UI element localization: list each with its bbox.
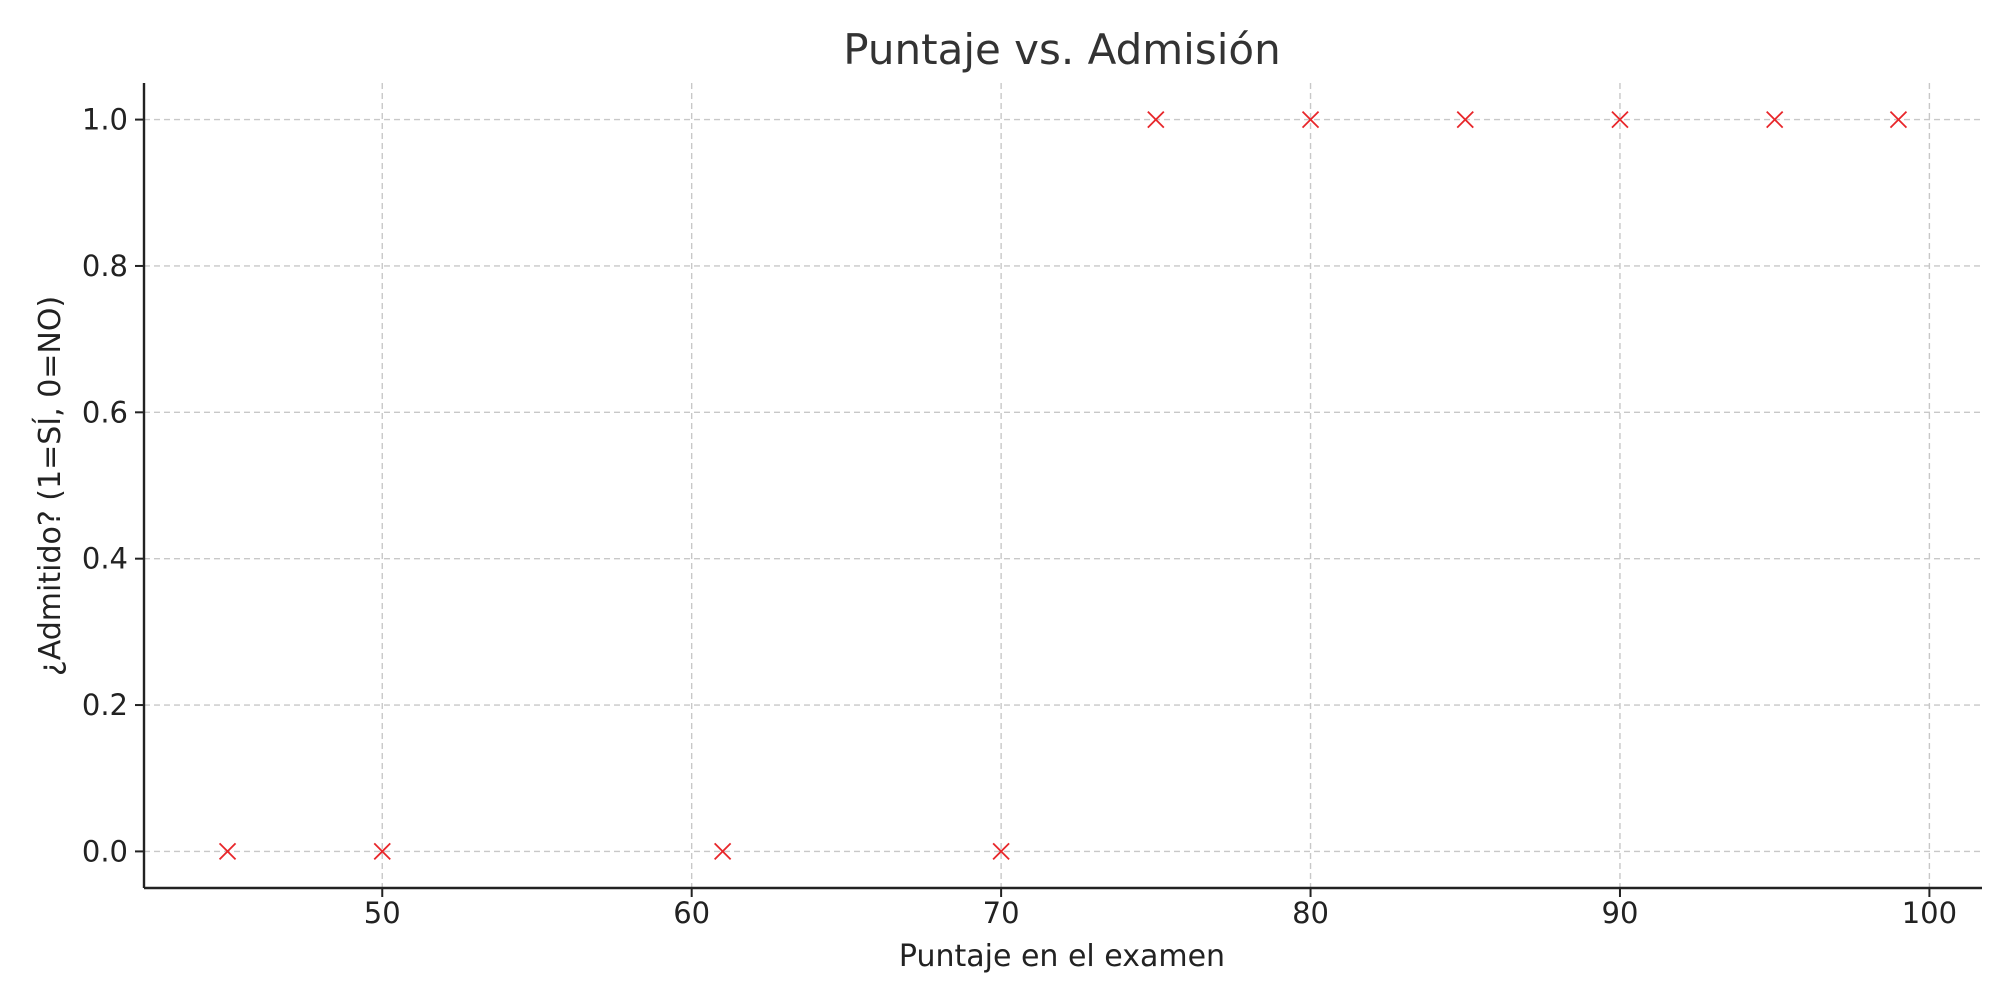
data-point-4 <box>1147 110 1165 129</box>
y-tick-label-1: 0.2 <box>82 688 128 722</box>
y-tick-label-3: 0.6 <box>82 395 128 429</box>
x-tick-label-0: 50 <box>364 896 401 930</box>
data-point-0 <box>218 842 237 861</box>
data-point-8 <box>1766 110 1784 129</box>
y-axis-label: ¿Admitido? (1=SÍ, 0=NO) <box>32 296 68 676</box>
data-point-9 <box>1889 110 1908 129</box>
y-tick-label-4: 0.8 <box>82 249 128 283</box>
y-axis-ticks: 0.0 0.2 0.4 0.6 0.8 1.0 <box>82 103 144 868</box>
y-tick-label-2: 0.4 <box>82 542 128 576</box>
x-axis-label: Puntaje en el examen <box>899 939 1225 974</box>
x-tick-label-1: 60 <box>673 896 710 930</box>
data-point-1 <box>373 842 391 861</box>
data-point-3 <box>992 842 1010 861</box>
x-tick-label-3: 80 <box>1292 896 1329 930</box>
x-axis-ticks: 50 60 70 80 90 100 <box>364 888 1957 930</box>
chart-title: Puntaje vs. Admisión <box>843 25 1280 74</box>
x-tick-label-5: 100 <box>1902 896 1957 930</box>
axes <box>142 83 1982 890</box>
data-point-7 <box>1611 110 1629 129</box>
y-tick-label-0: 0.0 <box>82 834 128 868</box>
data-point-2 <box>713 842 732 861</box>
data-point-5 <box>1301 110 1320 129</box>
x-tick-label-2: 70 <box>983 896 1020 930</box>
y-tick-label-5: 1.0 <box>82 103 128 137</box>
data-point-6 <box>1456 110 1474 129</box>
x-tick-label-4: 90 <box>1602 896 1639 930</box>
grid-lines <box>144 83 1982 888</box>
data-points <box>218 110 1908 861</box>
